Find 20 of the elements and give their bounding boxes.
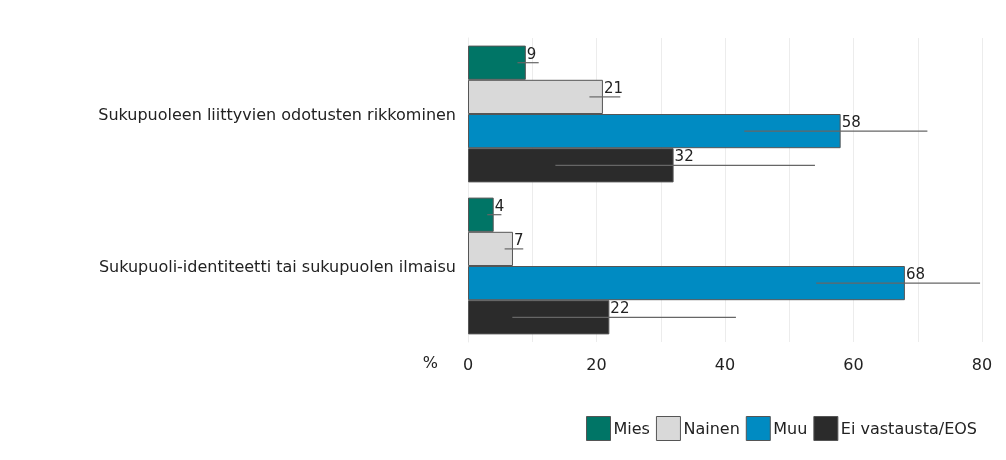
data-label: 58 bbox=[841, 113, 861, 132]
data-label: 32 bbox=[674, 147, 694, 166]
x-tick-label: 20 bbox=[586, 354, 607, 374]
data-label: 9 bbox=[526, 44, 537, 63]
legend-label: Mies bbox=[613, 419, 650, 438]
legend-label: Nainen bbox=[683, 419, 740, 438]
y-tick-label: Sukupuoleen liittyvien odotusten rikkominen bbox=[98, 104, 456, 124]
data-label: 68 bbox=[905, 265, 925, 284]
data-label: 4 bbox=[494, 196, 505, 215]
data-label: 22 bbox=[610, 299, 630, 318]
y-tick-label: Sukupuoli-identiteetti tai sukupuolen ilmaisu bbox=[98, 256, 456, 276]
legend-label: Ei vastausta/EOS bbox=[840, 419, 978, 438]
x-tick-label: 80 bbox=[971, 354, 993, 374]
x-tick-label: 60 bbox=[843, 354, 864, 374]
data-label: 7 bbox=[513, 230, 524, 249]
legend-label: Muu bbox=[773, 419, 808, 438]
x-tick-label: 40 bbox=[714, 354, 736, 374]
x-tick-label: 0 bbox=[462, 354, 474, 374]
data-label: 21 bbox=[603, 78, 624, 97]
x-axis-title: % bbox=[422, 352, 438, 372]
